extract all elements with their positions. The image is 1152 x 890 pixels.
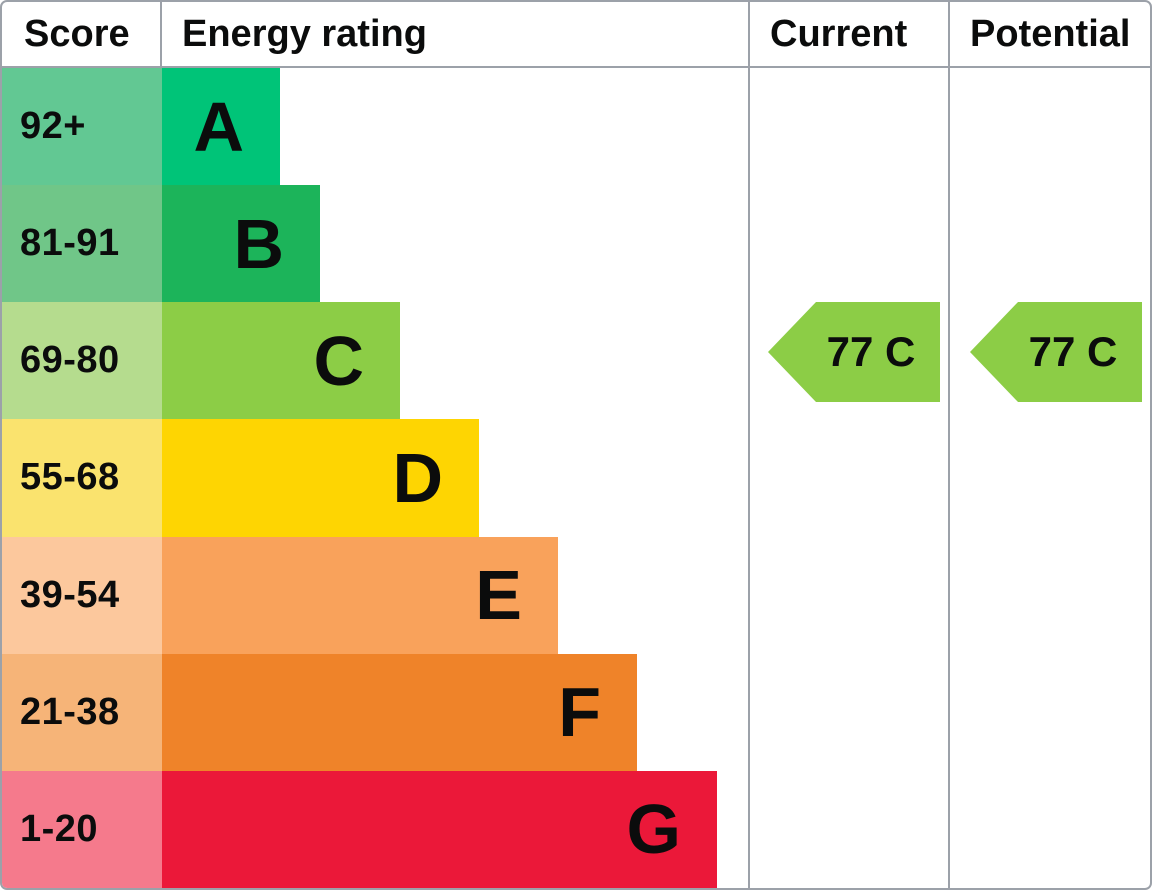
column-header-energy-rating: Energy rating xyxy=(162,2,748,66)
potential-rating-label: 77 C xyxy=(1028,328,1118,375)
potential-rating-arrow: 77 C xyxy=(970,302,1142,402)
band-row-d: 55-68 D xyxy=(2,419,1150,537)
score-range-cell: 92+ xyxy=(2,68,162,186)
energy-band-letter: A xyxy=(193,87,244,166)
energy-band-letter: D xyxy=(392,438,443,517)
score-range-cell: 1-20 xyxy=(2,770,162,888)
energy-band-bar-b: B xyxy=(162,185,320,303)
score-range-cell: 81-91 xyxy=(2,185,162,303)
column-divider-current xyxy=(748,2,750,888)
column-header-potential-label: Potential xyxy=(970,12,1131,55)
energy-bands: 92+ A 81-91 B 69-80 C 55-68 xyxy=(2,68,1150,888)
energy-band-letter: G xyxy=(626,790,681,869)
column-header-energy-rating-label: Energy rating xyxy=(182,12,427,55)
energy-band-bar-e: E xyxy=(162,536,558,654)
score-range-label: 39-54 xyxy=(20,573,120,616)
score-range-cell: 21-38 xyxy=(2,653,162,771)
energy-band-bar-g: G xyxy=(162,770,717,888)
score-range-cell: 69-80 xyxy=(2,302,162,420)
energy-band-letter: B xyxy=(233,204,284,283)
energy-band-letter: F xyxy=(558,673,601,752)
score-range-label: 21-38 xyxy=(20,690,120,733)
score-range-label: 81-91 xyxy=(20,222,120,265)
energy-band-letter: E xyxy=(475,556,522,635)
score-range-cell: 39-54 xyxy=(2,536,162,654)
header-underline xyxy=(2,66,1150,68)
column-header-current: Current xyxy=(748,2,948,66)
score-range-cell: 55-68 xyxy=(2,419,162,537)
score-range-label: 92+ xyxy=(20,105,86,148)
column-header-potential: Potential xyxy=(948,2,1150,66)
column-header-current-label: Current xyxy=(770,12,908,55)
energy-band-bar-f: F xyxy=(162,653,637,771)
score-range-label: 69-80 xyxy=(20,339,120,382)
band-row-b: 81-91 B xyxy=(2,185,1150,303)
score-range-label: 55-68 xyxy=(20,456,120,499)
current-rating-label: 77 C xyxy=(826,328,916,375)
energy-band-bar-d: D xyxy=(162,419,479,537)
column-divider-potential xyxy=(948,2,950,888)
band-row-f: 21-38 F xyxy=(2,653,1150,771)
column-header-score: Score xyxy=(2,2,160,66)
band-row-c: 69-80 C xyxy=(2,302,1150,420)
score-range-label: 1-20 xyxy=(20,807,99,850)
chart-header-row: Score Energy rating Current Potential xyxy=(2,2,1150,66)
energy-band-bar-a: A xyxy=(162,68,280,186)
column-header-score-label: Score xyxy=(24,12,130,55)
band-row-a: 92+ A xyxy=(2,68,1150,186)
band-row-g: 1-20 G xyxy=(2,770,1150,888)
energy-band-bar-c: C xyxy=(162,302,400,420)
energy-band-letter: C xyxy=(313,321,364,400)
header-column-divider xyxy=(160,2,162,66)
band-row-e: 39-54 E xyxy=(2,536,1150,654)
